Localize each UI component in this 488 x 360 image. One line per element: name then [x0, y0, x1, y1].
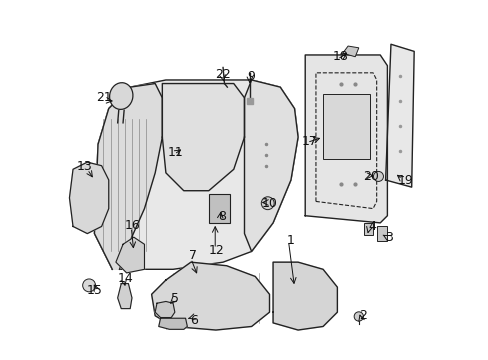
Text: 12: 12: [209, 244, 224, 257]
Ellipse shape: [109, 83, 133, 109]
Circle shape: [261, 197, 274, 210]
Text: 22: 22: [215, 68, 230, 81]
Circle shape: [373, 171, 383, 181]
Text: 10: 10: [261, 197, 277, 210]
Polygon shape: [69, 162, 108, 234]
Text: 21: 21: [97, 91, 112, 104]
Circle shape: [82, 279, 95, 292]
Text: 2: 2: [359, 309, 366, 322]
Polygon shape: [151, 262, 269, 330]
Polygon shape: [272, 262, 337, 330]
Polygon shape: [159, 318, 187, 329]
Text: 18: 18: [332, 50, 347, 63]
Text: 11: 11: [168, 146, 183, 159]
Text: 17: 17: [301, 135, 317, 148]
Polygon shape: [364, 223, 372, 235]
Polygon shape: [162, 84, 244, 191]
Polygon shape: [342, 46, 358, 57]
Polygon shape: [208, 194, 230, 223]
Text: 15: 15: [86, 284, 102, 297]
Text: 16: 16: [125, 219, 141, 232]
Polygon shape: [94, 84, 162, 269]
Text: 7: 7: [188, 249, 196, 262]
Text: 20: 20: [363, 170, 379, 183]
Text: 8: 8: [218, 210, 225, 223]
Polygon shape: [155, 301, 175, 318]
Polygon shape: [376, 226, 386, 241]
Text: 3: 3: [385, 231, 392, 244]
Text: 19: 19: [397, 174, 412, 187]
Polygon shape: [116, 237, 144, 273]
Text: 13: 13: [77, 160, 92, 173]
Polygon shape: [305, 55, 386, 223]
Text: 5: 5: [170, 292, 179, 305]
Polygon shape: [94, 80, 298, 269]
Text: 14: 14: [118, 272, 134, 285]
Text: 6: 6: [189, 314, 197, 327]
Text: 1: 1: [286, 234, 294, 247]
Polygon shape: [244, 80, 298, 251]
Polygon shape: [118, 284, 132, 309]
Circle shape: [353, 312, 363, 321]
Polygon shape: [385, 44, 413, 187]
Text: 9: 9: [246, 70, 254, 83]
Polygon shape: [323, 94, 369, 158]
Text: 4: 4: [367, 220, 376, 233]
